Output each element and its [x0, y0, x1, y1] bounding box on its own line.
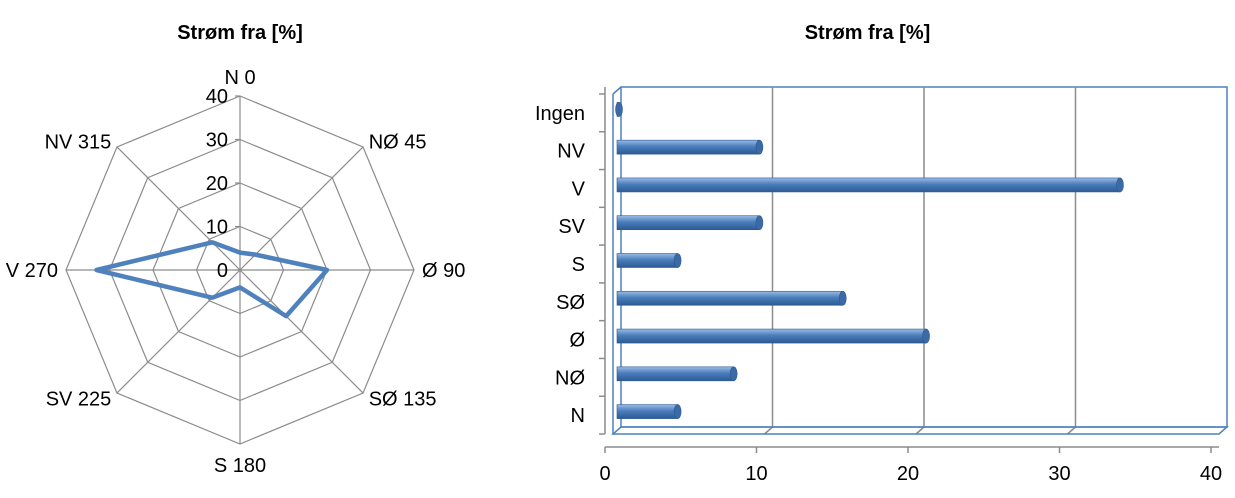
- bar: [615, 102, 623, 117]
- radar-tick-label: 40: [206, 86, 228, 108]
- radar-category-label: S 180: [214, 455, 266, 477]
- bar: [616, 366, 738, 382]
- radar-tick-label: 20: [206, 173, 228, 195]
- radar-spoke: [239, 269, 364, 394]
- bar-side-wall-edge: [612, 86, 622, 95]
- bar-category-label: S: [572, 254, 585, 276]
- bar-x-tick-label: 10: [745, 463, 767, 485]
- bar-chart-title: Strøm fra [%]: [804, 22, 931, 44]
- bar: [616, 177, 1124, 193]
- bar-x-tick-label: 40: [1200, 463, 1222, 485]
- bar-gridline-floor: [1067, 426, 1076, 435]
- radar-chart: 0 10 20 30 40N 0 NØ 45 Ø 90 SØ 135 S 180 SV 225 V …: [6, 67, 466, 477]
- radar-category-label: N 0: [224, 67, 255, 89]
- radar-tick-label: 10: [206, 217, 228, 239]
- radar-category-label: NØ 45: [369, 131, 427, 153]
- radar-spoke: [116, 146, 241, 271]
- bar-category-label: NV: [557, 141, 585, 163]
- bar: [616, 290, 847, 306]
- bar-category-label: Ø: [569, 330, 585, 352]
- bar-x-tick-label: 0: [599, 463, 610, 485]
- bar-category-label: Ingen: [535, 103, 585, 125]
- bar: [616, 404, 682, 419]
- radar-tick-label: 30: [206, 130, 228, 152]
- radar-category-label: SV 225: [46, 389, 112, 411]
- radar-category-label: SØ 135: [369, 389, 437, 411]
- radar-chart-title: Strøm fra [%]: [177, 22, 303, 44]
- bar-category-label: SV: [558, 216, 585, 238]
- bar-gridline-floor: [764, 426, 773, 435]
- bar-x-tick-label: 30: [1048, 463, 1070, 485]
- radar-spoke: [239, 146, 364, 271]
- radar-spoke: [116, 269, 241, 394]
- bar-category-label: V: [572, 178, 586, 200]
- radar-chart-panel: Strøm fra [%] 0 10 20 30 40 N 0 NØ 45 Ø 90 SØ 13…: [0, 0, 480, 498]
- bar: [616, 328, 930, 344]
- bar-chart-panel: Strøm fra [%] N NØ Ø SØ S SV V NV Ingen 0 10 20 30 40: [500, 0, 1235, 498]
- bar: [616, 139, 764, 155]
- bar-category-label: NØ: [555, 367, 585, 389]
- bar-x-tick-label: 20: [897, 463, 919, 485]
- radar-series-line: [94, 240, 330, 319]
- bar: [616, 253, 682, 268]
- bar-category-label: SØ: [556, 292, 585, 314]
- bar-category-label: N: [571, 405, 585, 427]
- radar-tick-label: 0: [217, 260, 228, 282]
- bar: [616, 215, 764, 231]
- bar-floor: [611, 426, 1229, 435]
- bar-chart: N NØ Ø SØ S SV V NV Ingen 0 10 20 30 40: [535, 86, 1229, 485]
- radar-category-label: NV 315: [45, 131, 112, 153]
- radar-category-label: V 270: [6, 260, 58, 282]
- bar-gridline-floor: [915, 426, 925, 435]
- radar-category-label: Ø 90: [422, 260, 465, 282]
